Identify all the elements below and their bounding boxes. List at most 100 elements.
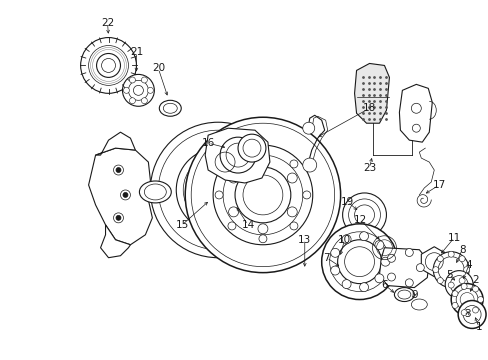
- Circle shape: [122, 75, 154, 106]
- Circle shape: [342, 280, 350, 289]
- Circle shape: [411, 124, 420, 132]
- Circle shape: [289, 222, 297, 230]
- Circle shape: [471, 286, 478, 292]
- Ellipse shape: [410, 299, 427, 310]
- Circle shape: [141, 77, 147, 83]
- Circle shape: [120, 190, 130, 200]
- Text: 17: 17: [432, 180, 445, 190]
- Circle shape: [227, 222, 235, 230]
- Polygon shape: [101, 225, 130, 258]
- Circle shape: [113, 165, 123, 175]
- Circle shape: [386, 273, 395, 281]
- Text: 20: 20: [151, 63, 164, 73]
- Text: 9: 9: [410, 289, 417, 300]
- Circle shape: [342, 193, 386, 237]
- Circle shape: [258, 224, 267, 234]
- Polygon shape: [205, 128, 269, 183]
- Circle shape: [286, 207, 297, 217]
- Ellipse shape: [394, 288, 413, 302]
- Ellipse shape: [159, 100, 181, 116]
- Circle shape: [289, 160, 297, 168]
- Text: 3: 3: [463, 310, 469, 319]
- Text: 15: 15: [175, 220, 188, 230]
- Circle shape: [259, 147, 266, 155]
- Circle shape: [410, 103, 421, 113]
- Circle shape: [220, 137, 255, 173]
- Circle shape: [463, 267, 468, 273]
- Circle shape: [129, 98, 135, 104]
- Text: 19: 19: [340, 197, 353, 207]
- Polygon shape: [354, 63, 388, 123]
- Circle shape: [215, 191, 223, 199]
- Circle shape: [432, 252, 468, 288]
- Text: 8: 8: [458, 245, 465, 255]
- Circle shape: [302, 122, 314, 134]
- Text: 1: 1: [475, 323, 482, 332]
- Text: 7: 7: [323, 253, 329, 263]
- Circle shape: [258, 156, 267, 166]
- Circle shape: [116, 215, 121, 220]
- Circle shape: [330, 248, 339, 257]
- Text: 22: 22: [101, 18, 114, 28]
- Circle shape: [302, 191, 310, 199]
- Text: 2: 2: [471, 275, 477, 285]
- Text: 6: 6: [380, 280, 387, 289]
- Text: 11: 11: [447, 233, 460, 243]
- Circle shape: [471, 307, 478, 313]
- Circle shape: [386, 254, 395, 262]
- Circle shape: [141, 98, 147, 104]
- Circle shape: [477, 297, 483, 302]
- Circle shape: [444, 271, 472, 298]
- Circle shape: [415, 264, 424, 272]
- Circle shape: [147, 87, 153, 93]
- Text: 23: 23: [362, 163, 375, 173]
- Circle shape: [227, 160, 235, 168]
- Ellipse shape: [139, 181, 171, 203]
- Text: 21: 21: [129, 48, 143, 58]
- Ellipse shape: [144, 184, 166, 200]
- Circle shape: [129, 77, 135, 83]
- Circle shape: [96, 54, 120, 77]
- Circle shape: [447, 251, 453, 257]
- Circle shape: [123, 87, 129, 93]
- Circle shape: [374, 240, 383, 249]
- Text: 13: 13: [298, 235, 311, 245]
- Text: 18: 18: [362, 103, 375, 113]
- Circle shape: [458, 278, 464, 284]
- Circle shape: [436, 256, 442, 262]
- Text: 12: 12: [353, 215, 366, 225]
- Circle shape: [150, 122, 285, 258]
- Text: 10: 10: [337, 235, 350, 245]
- Circle shape: [238, 134, 265, 162]
- Circle shape: [342, 235, 350, 244]
- Circle shape: [359, 283, 368, 292]
- Circle shape: [185, 117, 340, 273]
- Polygon shape: [95, 132, 135, 155]
- Circle shape: [81, 37, 136, 93]
- Circle shape: [359, 232, 368, 241]
- Circle shape: [436, 278, 442, 284]
- Circle shape: [432, 267, 438, 273]
- Circle shape: [330, 266, 339, 275]
- Circle shape: [122, 193, 128, 197]
- Circle shape: [447, 282, 453, 288]
- Circle shape: [374, 274, 383, 283]
- Text: 5: 5: [445, 270, 451, 280]
- Circle shape: [405, 248, 412, 256]
- Circle shape: [228, 207, 238, 217]
- Polygon shape: [421, 247, 447, 276]
- Circle shape: [451, 291, 457, 297]
- Circle shape: [286, 173, 297, 183]
- Circle shape: [113, 213, 123, 223]
- Circle shape: [116, 167, 121, 172]
- Circle shape: [228, 173, 238, 183]
- Circle shape: [460, 283, 466, 289]
- Circle shape: [451, 302, 457, 309]
- Circle shape: [457, 301, 485, 328]
- Polygon shape: [379, 248, 428, 288]
- Circle shape: [460, 310, 466, 316]
- Text: 14: 14: [241, 220, 254, 230]
- Circle shape: [458, 256, 464, 262]
- Circle shape: [450, 284, 482, 315]
- Circle shape: [405, 279, 412, 287]
